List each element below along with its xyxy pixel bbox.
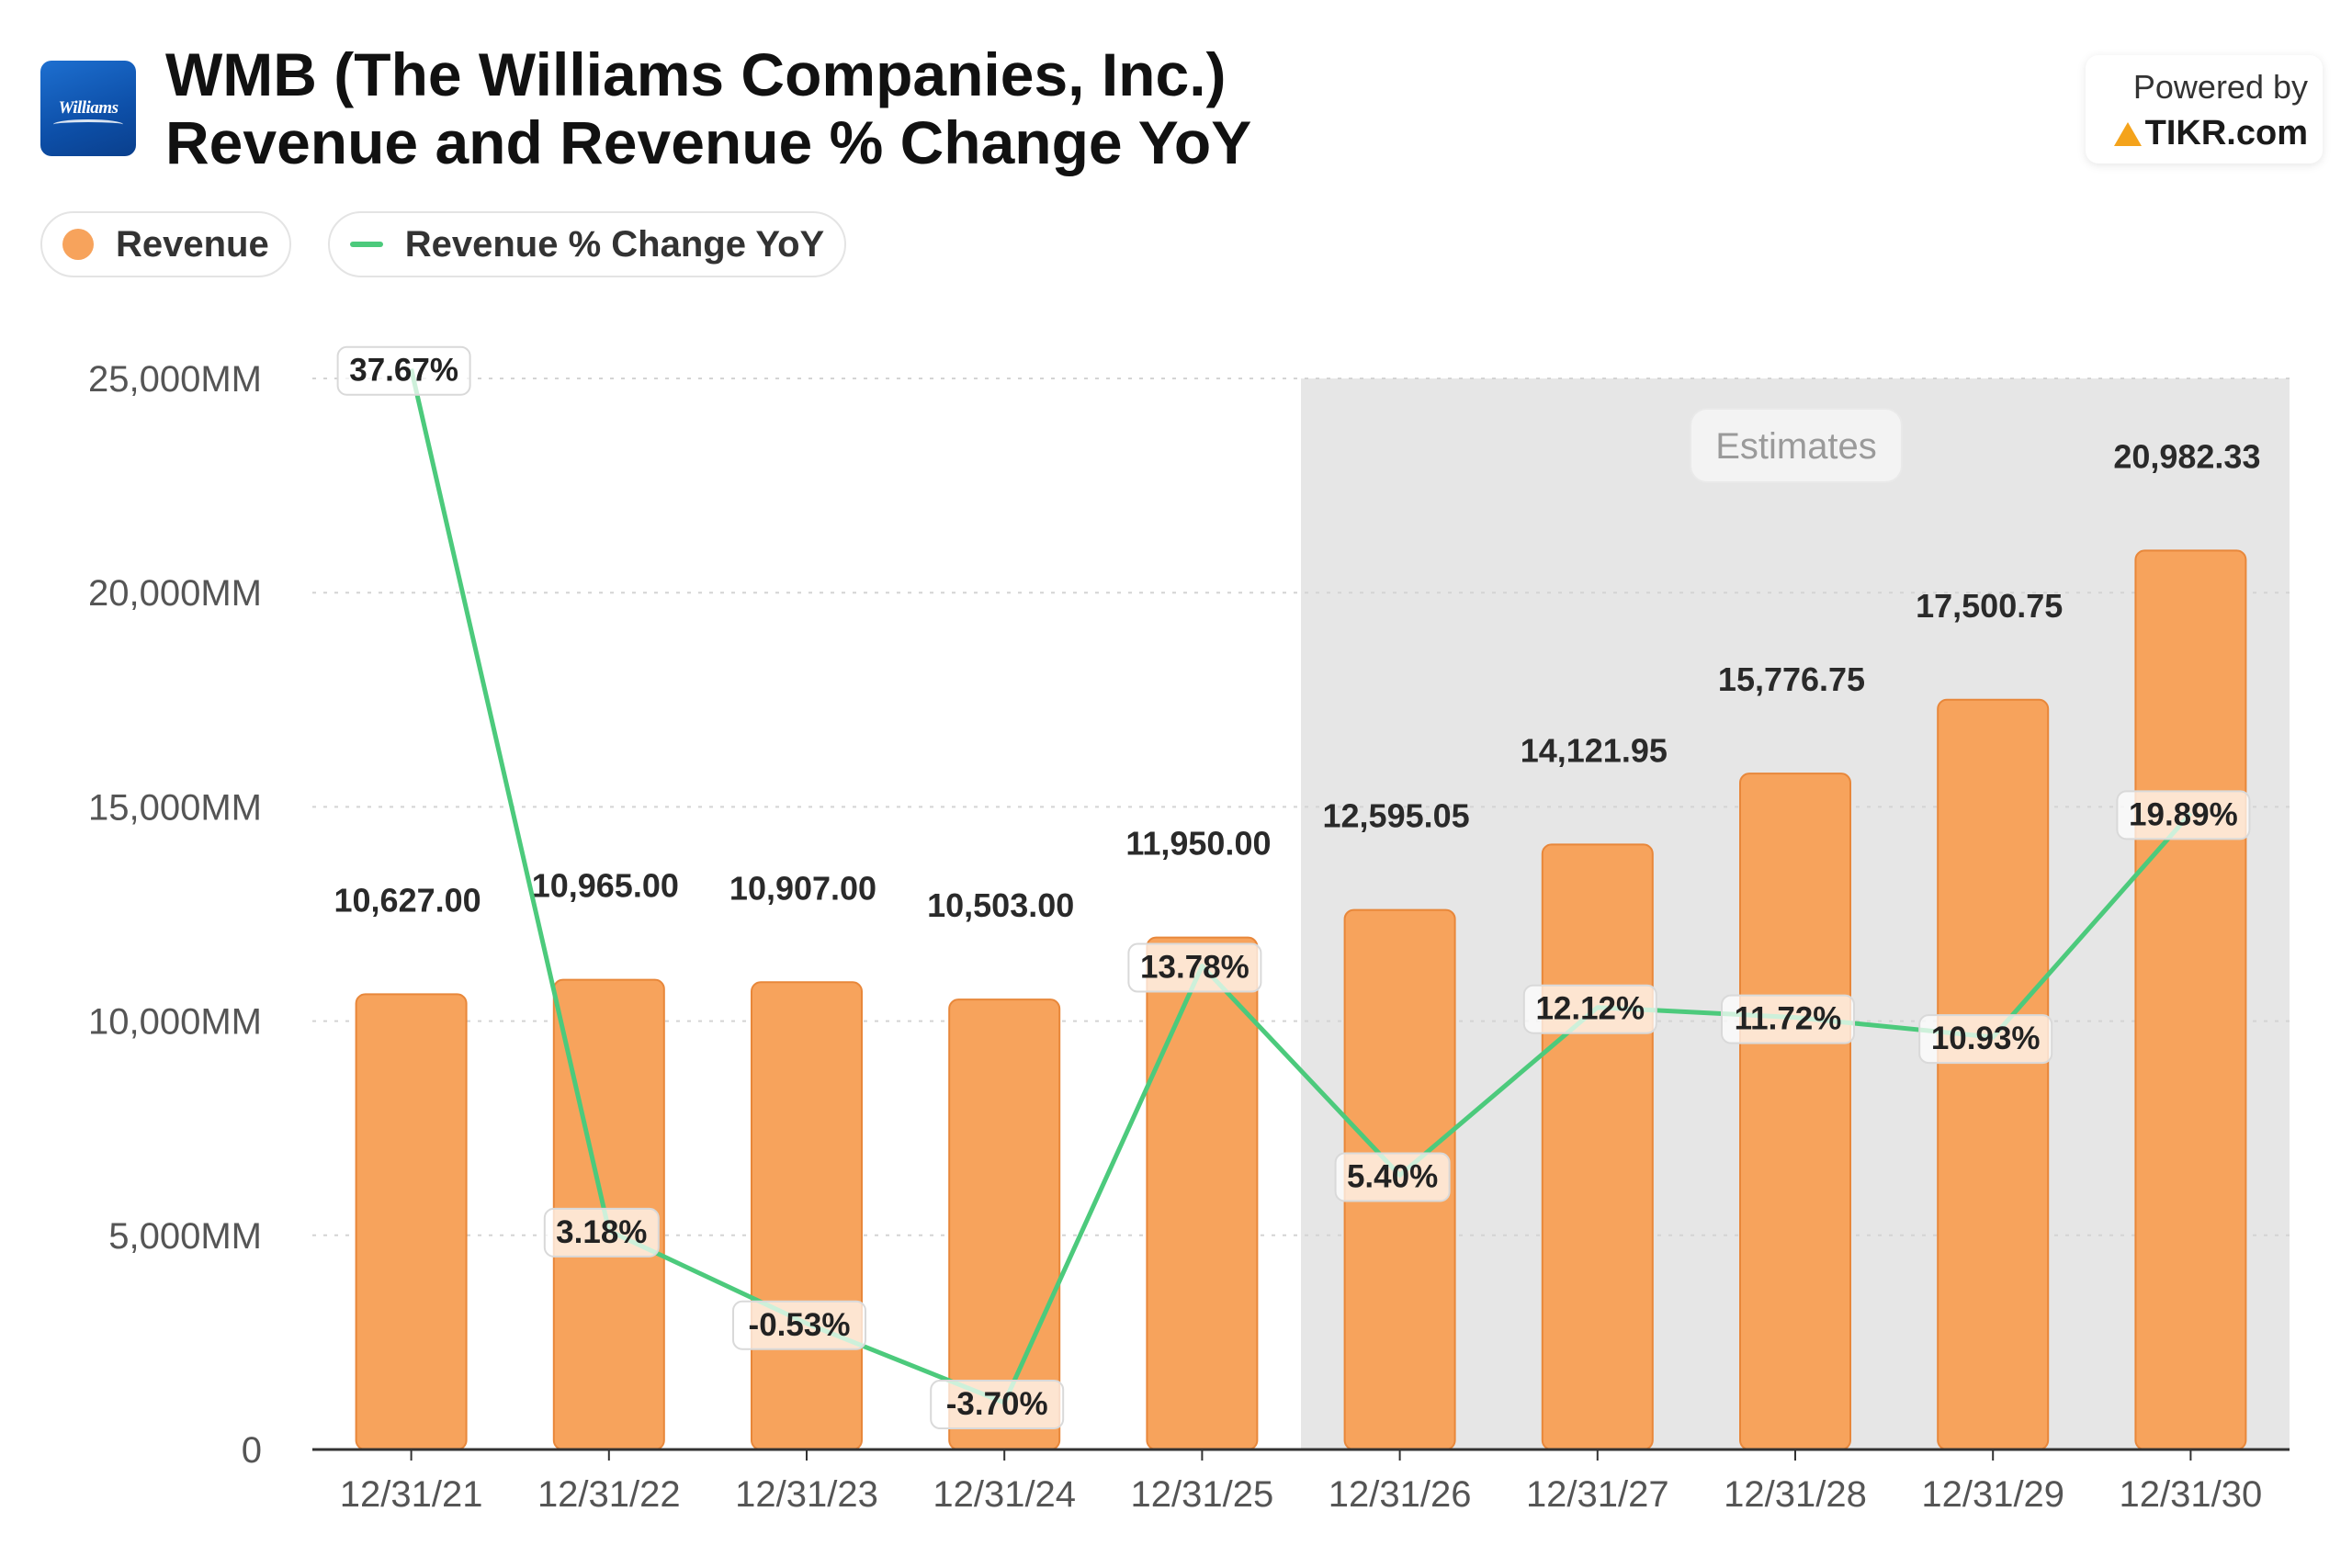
line-label-pill	[1334, 1152, 1451, 1202]
revenue-bar	[751, 981, 863, 1450]
x-tick-label: 12/31/23	[735, 1474, 878, 1515]
yoy-change-line	[409, 368, 2193, 1405]
line-value-label: -3.70%	[946, 1386, 1048, 1422]
x-tick-label: 12/31/30	[2120, 1474, 2263, 1515]
logo-text: Williams	[58, 98, 119, 118]
x-tick-label: 12/31/22	[537, 1474, 681, 1515]
line-label-pill	[1721, 994, 1855, 1044]
revenue-bar	[355, 993, 468, 1450]
x-tick-label: 12/31/29	[1921, 1474, 2064, 1515]
title-line-1: WMB (The Williams Companies, Inc.)	[165, 40, 1227, 108]
legend-item-change[interactable]: Revenue % Change YoY	[327, 211, 847, 277]
bar-value-label: 11,950.00	[1125, 825, 1271, 863]
powered-by-badge[interactable]: Powered by TIKR.com	[2086, 55, 2323, 164]
tikr-brand: TIKR.com	[2086, 110, 2308, 156]
y-tick-label: 20,000MM	[88, 573, 262, 614]
tikr-logo-icon	[2113, 122, 2142, 146]
y-tick-label: 10,000MM	[88, 1002, 262, 1043]
line-label-pill	[336, 345, 471, 396]
y-tick-label: 25,000MM	[88, 359, 262, 400]
estimates-label: Estimates	[1715, 426, 1877, 467]
line-value-label: 3.18%	[556, 1214, 647, 1250]
line-value-label: 11.72%	[1735, 1001, 1842, 1037]
line-value-label: 37.67%	[349, 353, 458, 389]
line-label-pill	[2116, 790, 2251, 840]
revenue-bar	[1739, 773, 1851, 1450]
legend-label-change: Revenue % Change YoY	[404, 223, 825, 265]
legend-label-revenue: Revenue	[116, 223, 269, 265]
chart-legend: Revenue Revenue % Change YoY	[40, 211, 847, 277]
bar-value-label: 12,595.05	[1323, 797, 1470, 835]
line-value-label: 13.78%	[1140, 950, 1250, 986]
y-tick-label: 5,000MM	[108, 1216, 262, 1257]
line-series-marker-icon	[349, 242, 383, 247]
line-value-label: -0.53%	[749, 1307, 851, 1343]
bar-value-label: 10,965.00	[532, 867, 679, 905]
company-logo: Williams	[40, 61, 136, 156]
legend-item-revenue[interactable]: Revenue	[40, 211, 291, 277]
powered-by-text: Powered by	[2132, 68, 2308, 106]
bar-value-label: 10,627.00	[334, 881, 481, 919]
line-label-pill	[1918, 1014, 2053, 1065]
bar-value-label: 10,907.00	[729, 869, 876, 907]
x-tick-label: 12/31/27	[1526, 1474, 1669, 1515]
bar-value-label: 20,982.33	[2113, 437, 2260, 475]
bar-series-marker-icon	[62, 229, 94, 260]
line-label-pill	[1522, 984, 1657, 1034]
y-tick-label: 0	[242, 1430, 262, 1471]
line-label-pill	[930, 1380, 1065, 1429]
line-value-label: 19.89%	[2129, 796, 2238, 832]
chart-title: WMB (The Williams Companies, Inc.) Reven…	[165, 40, 1251, 176]
revenue-bar	[1146, 936, 1259, 1450]
line-value-label: 10.93%	[1931, 1021, 2041, 1056]
x-tick-label: 12/31/25	[1131, 1474, 1274, 1515]
y-tick-label: 15,000MM	[88, 787, 262, 828]
line-label-pill	[732, 1300, 866, 1350]
revenue-bar	[1541, 843, 1654, 1450]
line-value-label: 12.12%	[1535, 991, 1645, 1027]
tikr-brand-text: TIKR.com	[2144, 114, 2308, 152]
estimates-pill	[1690, 408, 1903, 483]
x-tick-label: 12/31/24	[933, 1474, 1076, 1515]
bar-value-label: 17,500.75	[1916, 587, 2063, 625]
line-label-pill	[543, 1207, 660, 1258]
x-tick-label: 12/31/26	[1329, 1474, 1472, 1515]
revenue-bar	[1937, 698, 2050, 1450]
bar-value-label: 15,776.75	[1718, 660, 1865, 698]
x-tick-label: 12/31/28	[1724, 1474, 1867, 1515]
revenue-bar	[2134, 549, 2247, 1450]
bar-value-label: 10,503.00	[927, 886, 1074, 924]
line-value-label: 5.40%	[1347, 1158, 1438, 1194]
line-label-pill	[1127, 942, 1262, 993]
x-tick-label: 12/31/21	[340, 1474, 483, 1515]
logo-swoosh-icon	[53, 119, 123, 130]
title-line-2: Revenue and Revenue % Change YoY	[165, 108, 1252, 176]
bar-value-label: 14,121.95	[1521, 731, 1668, 769]
